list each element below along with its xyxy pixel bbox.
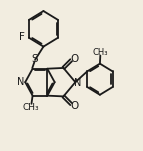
Text: F: F	[19, 32, 25, 42]
Text: CH₃: CH₃	[23, 103, 39, 112]
Text: N: N	[17, 77, 24, 87]
Text: S: S	[31, 54, 38, 64]
Text: N: N	[74, 78, 82, 88]
Text: CH₃: CH₃	[93, 48, 108, 57]
Text: O: O	[70, 101, 78, 111]
Text: O: O	[70, 54, 78, 64]
